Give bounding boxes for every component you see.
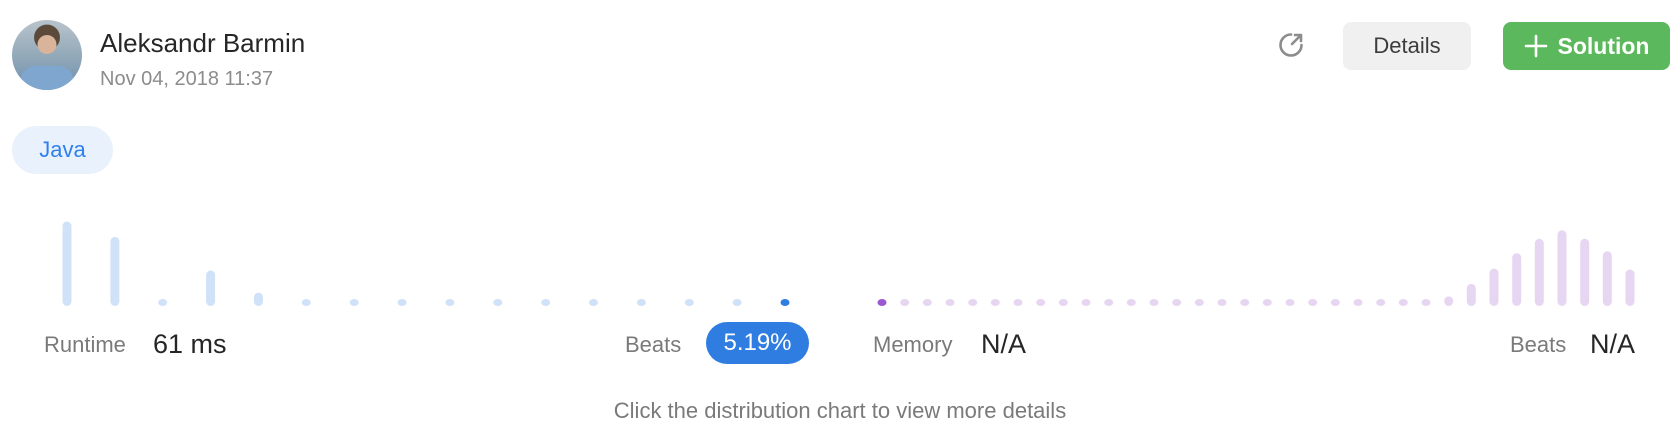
runtime-label: Runtime xyxy=(44,332,126,357)
runtime-bar[interactable] xyxy=(636,299,646,306)
memory-label: Memory xyxy=(873,332,953,357)
memory-bar[interactable] xyxy=(1149,299,1159,306)
language-tag[interactable]: Java xyxy=(12,126,113,174)
memory-beats-value: N/A xyxy=(1590,329,1636,359)
memory-value: N/A xyxy=(981,329,1027,359)
memory-bar[interactable] xyxy=(900,299,910,306)
runtime-bar[interactable] xyxy=(62,221,72,307)
memory-bar[interactable] xyxy=(1602,251,1612,306)
memory-bar[interactable] xyxy=(990,299,1000,306)
runtime-bar[interactable] xyxy=(780,299,790,306)
runtime-bar[interactable] xyxy=(349,299,359,306)
solution-button-label: Solution xyxy=(1557,32,1650,59)
memory-bar[interactable] xyxy=(1217,299,1227,306)
distribution-chart[interactable] xyxy=(0,200,1680,312)
runtime-bar[interactable] xyxy=(397,299,407,306)
memory-bar[interactable] xyxy=(1534,238,1544,306)
memory-bar[interactable] xyxy=(1625,269,1635,307)
runtime-bar[interactable] xyxy=(254,292,263,306)
memory-bar[interactable] xyxy=(1104,299,1114,306)
runtime-bar[interactable] xyxy=(684,299,694,306)
share-external-icon xyxy=(1279,33,1303,57)
memory-bar[interactable] xyxy=(1036,299,1046,306)
memory-beats-label: Beats xyxy=(1510,332,1567,357)
memory-bar[interactable] xyxy=(1285,299,1295,306)
memory-bar[interactable] xyxy=(1421,299,1431,306)
memory-bar[interactable] xyxy=(1376,299,1386,306)
memory-bar[interactable] xyxy=(1557,230,1567,306)
memory-bar[interactable] xyxy=(945,299,955,306)
runtime-bar[interactable] xyxy=(445,299,455,306)
runtime-bar[interactable] xyxy=(493,299,503,306)
runtime-bar[interactable] xyxy=(110,236,120,306)
memory-bar[interactable] xyxy=(1126,299,1136,306)
runtime-beats-label: Beats xyxy=(625,332,682,357)
memory-bar[interactable] xyxy=(1081,299,1091,306)
runtime-bar[interactable] xyxy=(541,299,551,306)
memory-bar[interactable] xyxy=(1580,238,1590,306)
memory-bar[interactable] xyxy=(968,299,978,306)
memory-bar[interactable] xyxy=(1013,299,1023,306)
avatar-photo xyxy=(20,66,74,90)
memory-bar[interactable] xyxy=(877,299,887,306)
chart-hint: Click the distribution chart to view mor… xyxy=(613,398,1067,423)
memory-bar[interactable] xyxy=(1262,299,1272,306)
memory-bar[interactable] xyxy=(1058,299,1068,306)
runtime-bar[interactable] xyxy=(589,299,598,306)
add-solution-button[interactable]: Solution xyxy=(1503,22,1670,70)
share-button[interactable] xyxy=(1276,30,1306,60)
memory-bar[interactable] xyxy=(1398,299,1408,306)
memory-bar[interactable] xyxy=(1240,299,1250,306)
submission-timestamp: Nov 04, 2018 11:37 xyxy=(100,68,274,90)
avatar[interactable] xyxy=(12,20,82,90)
memory-bar[interactable] xyxy=(1512,253,1522,306)
runtime-bar[interactable] xyxy=(158,299,168,306)
memory-bar[interactable] xyxy=(1489,268,1499,306)
details-button[interactable]: Details xyxy=(1343,22,1471,70)
runtime-beats-badge: 5.19% xyxy=(706,322,809,364)
memory-bar[interactable] xyxy=(1194,299,1204,306)
author-name[interactable]: Aleksandr Barmin xyxy=(100,28,306,58)
runtime-bar[interactable] xyxy=(206,270,216,307)
plus-icon xyxy=(1524,34,1547,58)
memory-bar[interactable] xyxy=(1172,299,1182,306)
memory-bar[interactable] xyxy=(1330,299,1340,306)
runtime-bar[interactable] xyxy=(301,299,311,306)
memory-bar[interactable] xyxy=(1444,296,1454,306)
runtime-value: 61 ms xyxy=(153,329,227,359)
memory-bar[interactable] xyxy=(1353,299,1363,306)
memory-bar[interactable] xyxy=(922,299,932,306)
memory-bar[interactable] xyxy=(1466,283,1476,306)
runtime-bar[interactable] xyxy=(732,299,742,306)
memory-bar[interactable] xyxy=(1308,299,1318,306)
